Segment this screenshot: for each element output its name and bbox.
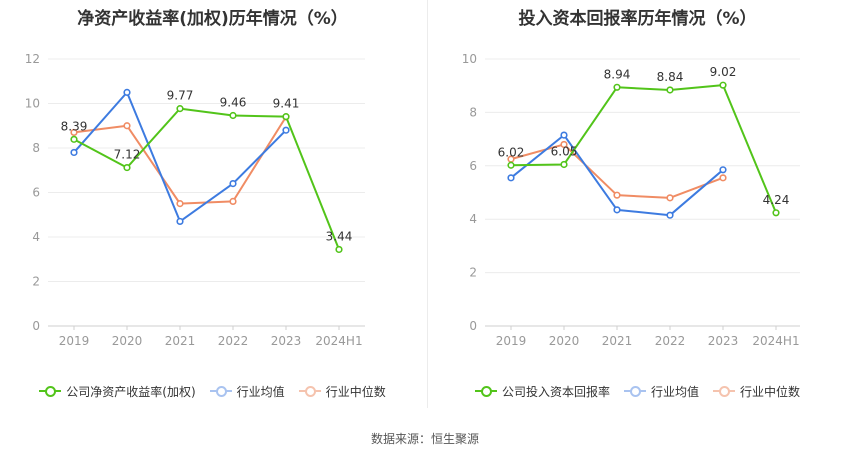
- data-point: [176, 105, 184, 113]
- y-tick-label: 4: [32, 230, 40, 244]
- series-line: [73, 116, 287, 205]
- data-point: [335, 245, 343, 254]
- y-tick-label: 8: [32, 141, 40, 155]
- x-tick-label: 2019: [496, 334, 527, 348]
- data-point: [666, 194, 674, 202]
- data-label: 8.39: [61, 119, 88, 133]
- legend-item-industry-mean[interactable]: 行业均值: [209, 383, 285, 400]
- data-label: 8.84: [657, 70, 684, 84]
- data-point: [666, 211, 674, 219]
- data-point: [507, 174, 515, 182]
- roic-chart-plot: 0 2 4 6 8 10 2019 2020 2021 2022 2023 2024H1 6.02 6.0…: [462, 52, 800, 348]
- data-label: 8.94: [604, 67, 631, 81]
- y-tick-label: 2: [32, 275, 40, 289]
- x-tick-label: 2020: [112, 334, 143, 348]
- x-tick-label: 2023: [271, 334, 302, 348]
- legend-line-marker-icon: [623, 385, 646, 397]
- y-tick-label: 6: [469, 159, 477, 173]
- series-line: [510, 134, 724, 217]
- legend-item-company[interactable]: 公司净资产收益率(加权): [39, 383, 196, 400]
- roe-chart-plot: 0 2 4 6 8 10 12 2019 2020 2021 2022 2023 2024H1 8.39 7…: [25, 52, 365, 348]
- y-tick-label: 0: [32, 319, 40, 333]
- data-point: [560, 160, 568, 169]
- data-label: 9.77: [167, 89, 194, 103]
- data-point: [772, 209, 780, 217]
- x-tick-label: 2019: [59, 334, 90, 348]
- data-label: 6.05: [551, 144, 578, 158]
- chart-title: 净资产收益率(加权)历年情况（%）: [77, 9, 348, 29]
- data-point: [613, 191, 621, 199]
- legend-label: 行业中位数: [325, 384, 386, 399]
- chart-title: 投入资本回报率历年情况（%）: [518, 9, 757, 29]
- data-point: [70, 148, 78, 157]
- x-tick-label: 2024H1: [752, 334, 799, 348]
- legend-label: 行业中位数: [740, 384, 801, 399]
- legend-line-marker-icon: [39, 385, 62, 397]
- data-point: [666, 86, 674, 94]
- x-tick-label: 2022: [218, 334, 249, 348]
- data-label: 9.41: [273, 97, 300, 111]
- x-tick-label: 2021: [602, 334, 633, 348]
- x-tick-label: 2020: [549, 334, 580, 348]
- y-tick-label: 6: [32, 186, 40, 200]
- legend-item-industry-mean[interactable]: 行业均值: [623, 383, 699, 400]
- panel-divider: [427, 0, 428, 408]
- data-point: [229, 180, 237, 188]
- data-point: [507, 161, 515, 169]
- data-point: [282, 113, 290, 121]
- data-label: 7.12: [114, 148, 141, 162]
- x-tick-label: 2022: [655, 334, 686, 348]
- data-label: 6.02: [498, 145, 525, 159]
- chart-legend: 公司投入资本回报率 行业均值 行业中位数: [425, 381, 850, 401]
- legend-label: 行业均值: [650, 384, 699, 399]
- y-tick-label: 4: [469, 212, 477, 226]
- data-point: [613, 206, 621, 214]
- legend-line-marker-icon: [298, 385, 321, 397]
- legend-item-industry-median[interactable]: 行业中位数: [713, 383, 800, 400]
- data-label: 9.02: [710, 65, 737, 79]
- legend-label: 公司净资产收益率(加权): [66, 384, 196, 399]
- y-tick-label: 8: [469, 105, 477, 119]
- roe-chart-panel: 净资产收益率(加权)历年情况（%） 0 2 4 6 8 10 12 2019 2020 2021 2…: [0, 0, 425, 410]
- series-line: [73, 107, 340, 250]
- roic-chart-panel: 投入资本回报率历年情况（%） 0 2 4 6 8 10 2019 2020 2021 2022 20…: [425, 0, 850, 410]
- data-point: [560, 140, 568, 149]
- legend-label: 行业均值: [236, 384, 285, 399]
- data-point: [176, 217, 184, 226]
- data-point: [719, 174, 727, 182]
- x-tick-label: 2023: [708, 334, 739, 348]
- legend-item-company[interactable]: 公司投入资本回报率: [474, 383, 610, 400]
- legend-line-marker-icon: [474, 385, 497, 397]
- data-label: 3.44: [326, 229, 353, 243]
- data-point: [123, 88, 131, 96]
- data-source-note: 数据来源：恒生聚源: [370, 432, 479, 446]
- legend-item-industry-median[interactable]: 行业中位数: [298, 383, 386, 400]
- legend-line-marker-icon: [713, 385, 735, 397]
- data-label: 4.24: [763, 193, 790, 207]
- chart-legend: 公司净资产收益率(加权) 行业均值 行业中位数: [0, 381, 425, 401]
- data-point: [719, 81, 727, 89]
- data-point: [560, 131, 568, 139]
- x-tick-label: 2021: [165, 334, 196, 348]
- data-point: [176, 200, 184, 208]
- data-point: [613, 83, 621, 91]
- x-tick-label: 2024H1: [315, 334, 362, 348]
- data-point: [719, 166, 727, 174]
- y-tick-label: 10: [462, 52, 477, 66]
- y-tick-label: 2: [469, 266, 477, 280]
- series-line: [510, 84, 777, 214]
- y-tick-label: 10: [25, 97, 40, 111]
- data-point: [229, 111, 237, 120]
- data-label: 9.46: [220, 96, 247, 110]
- y-tick-label: 0: [469, 319, 477, 333]
- data-point: [70, 135, 78, 143]
- y-tick-label: 12: [25, 52, 40, 66]
- legend-line-marker-icon: [209, 385, 232, 397]
- data-point: [229, 197, 237, 205]
- data-point: [123, 122, 131, 130]
- legend-label: 公司投入资本回报率: [501, 384, 610, 399]
- data-point: [123, 163, 131, 172]
- data-point: [282, 126, 290, 134]
- data-point: [70, 128, 78, 137]
